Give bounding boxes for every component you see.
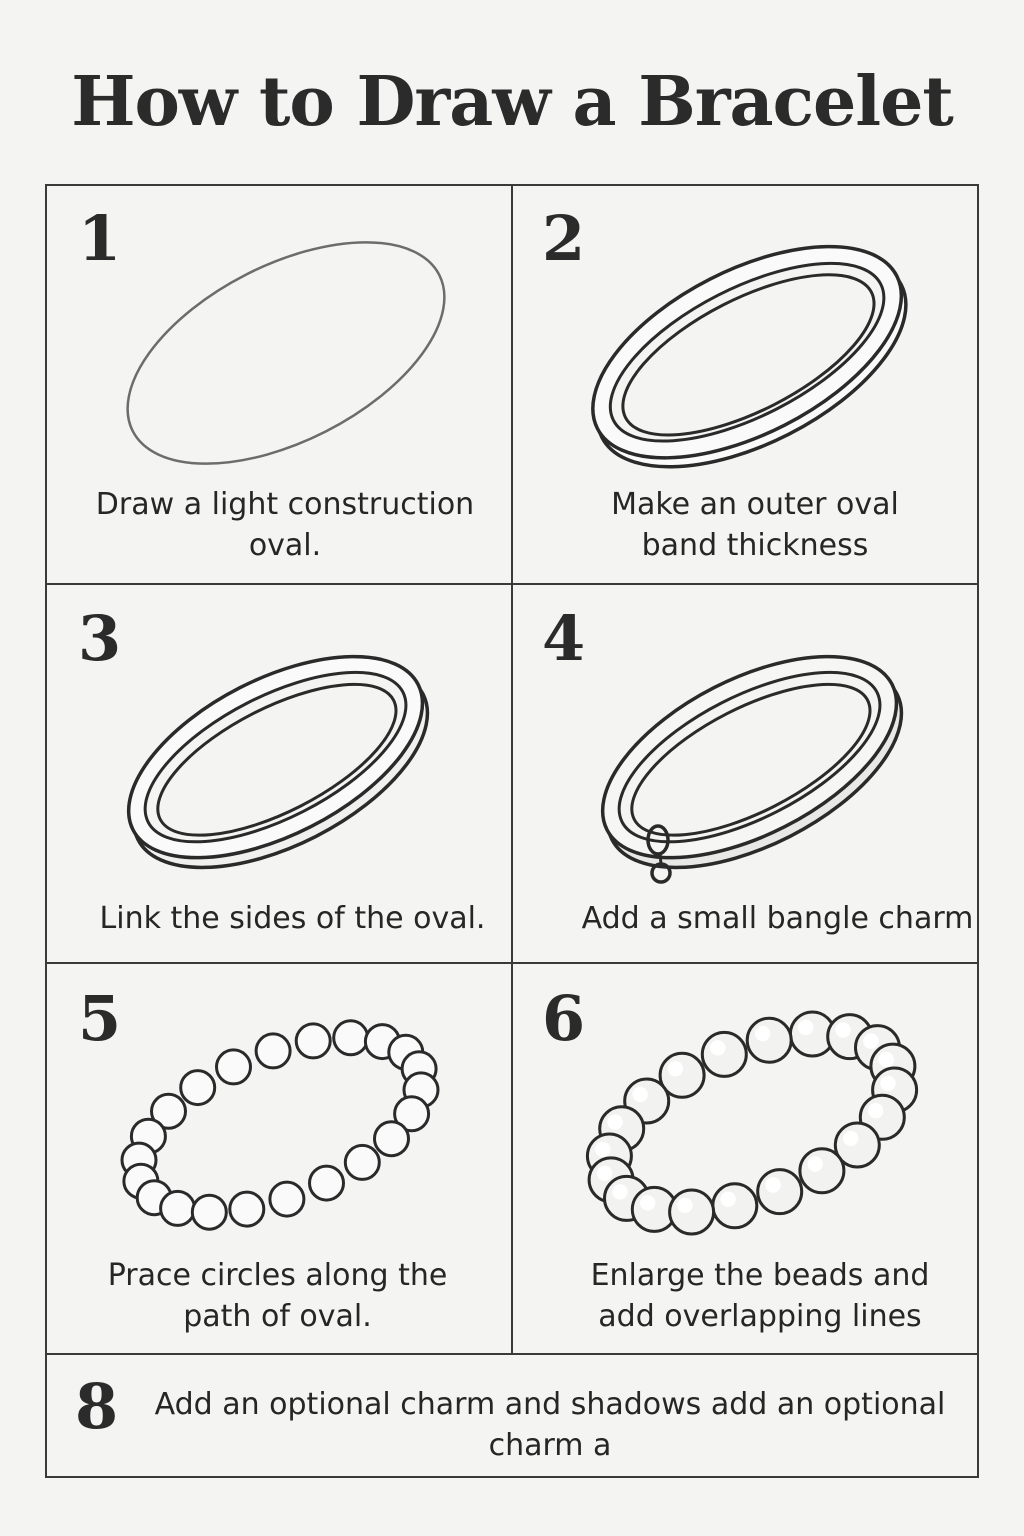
bead-highlight: [632, 1086, 648, 1103]
bead-highlight: [798, 1019, 814, 1036]
bead-highlight: [765, 1177, 781, 1193]
bead-highlight: [607, 1114, 623, 1130]
step-2-number: 2: [542, 202, 586, 275]
bead-highlight: [807, 1156, 823, 1172]
bead-highlight: [612, 1184, 628, 1200]
bead-highlight: [667, 1061, 684, 1077]
bead-highlight: [595, 1141, 611, 1158]
bead: [373, 1120, 410, 1158]
bead-highlight: [596, 1165, 613, 1182]
bead: [179, 1069, 217, 1107]
bead: [268, 1180, 306, 1218]
bead: [150, 1092, 187, 1130]
step-4-caption: Add a small bangle charm: [581, 901, 974, 936]
bead: [700, 1030, 748, 1078]
bead-highlight: [640, 1195, 656, 1211]
step-5-number: 5: [78, 982, 122, 1055]
bead-highlight: [720, 1191, 736, 1207]
step-3-caption: Link the sides of the oval.: [99, 901, 486, 936]
step-2-caption: Make an outer oval band thickness: [611, 487, 899, 563]
bead: [228, 1190, 266, 1228]
grid-divider-row-2: [45, 962, 979, 964]
step-3-number: 3: [78, 602, 122, 675]
step-8-number: 8: [75, 1370, 119, 1443]
bead: [294, 1022, 332, 1060]
bead-highlight: [843, 1130, 859, 1147]
bead: [756, 1168, 804, 1216]
bead: [668, 1188, 716, 1236]
step-6-caption: Enlarge the beads and add overlapping li…: [590, 1258, 930, 1334]
bead: [190, 1193, 228, 1231]
bead: [798, 1147, 846, 1195]
bead-highlight: [878, 1051, 894, 1068]
bead: [343, 1143, 381, 1181]
step-8-caption: Add an optional charm and shadows add an…: [154, 1387, 946, 1463]
bead-highlight: [880, 1075, 896, 1092]
bead-highlight: [835, 1022, 851, 1038]
grid-divider-vertical: [511, 184, 513, 1354]
bead: [308, 1164, 345, 1202]
bead-highlight: [677, 1197, 693, 1214]
step-6-number: 6: [542, 982, 586, 1055]
bead: [711, 1182, 759, 1230]
bead: [745, 1016, 793, 1064]
page-title: How to Draw a Bracelet: [71, 62, 954, 142]
bead-highlight: [868, 1103, 884, 1119]
grid-divider-row-3: [45, 1353, 979, 1355]
bead-highlight: [710, 1040, 726, 1056]
step-1-number: 1: [78, 202, 122, 275]
bead: [254, 1032, 292, 1070]
bead: [393, 1095, 431, 1133]
step-4-number: 4: [542, 602, 586, 675]
bead-highlight: [863, 1033, 879, 1049]
bead: [215, 1048, 252, 1086]
charm-ring: [646, 824, 670, 856]
grid-divider-row-1: [45, 583, 979, 585]
step-5-caption: Prace circles along the path of oval.: [107, 1258, 448, 1334]
step-1-caption: Draw a light construction oval.: [95, 487, 475, 563]
bead-highlight: [754, 1025, 771, 1042]
